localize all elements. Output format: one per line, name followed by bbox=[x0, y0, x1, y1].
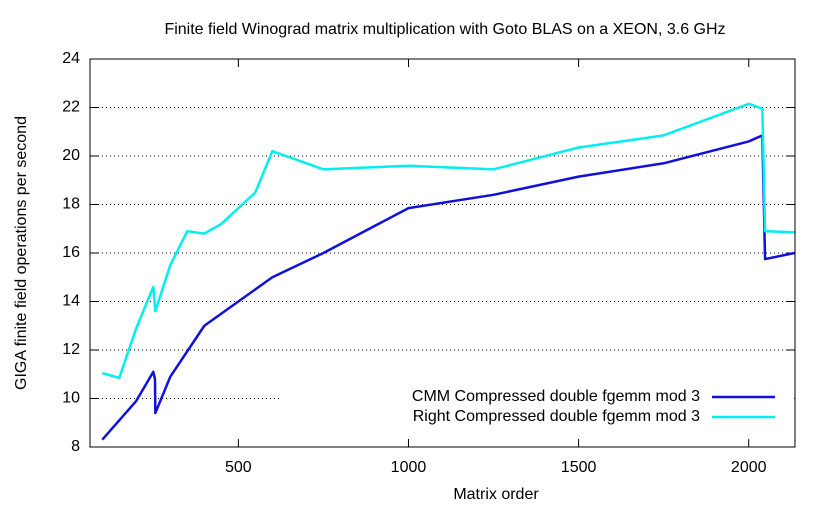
plot-frame bbox=[89, 58, 796, 448]
y-axis-label: GIGA finite field operations per second bbox=[13, 116, 30, 390]
y-tick-label: 12 bbox=[62, 341, 80, 358]
x-tick-label: 2000 bbox=[731, 459, 767, 476]
legend-label: CMM Compressed double fgemm mod 3 bbox=[412, 388, 700, 405]
y-tick-label: 14 bbox=[62, 293, 80, 310]
y-tick-label: 22 bbox=[62, 99, 80, 116]
legend-label: Right Compressed double fgemm mod 3 bbox=[413, 408, 700, 425]
series-line bbox=[101, 102, 795, 380]
y-tick-label: 16 bbox=[62, 244, 80, 261]
series-line bbox=[101, 134, 795, 441]
legend-background bbox=[280, 385, 794, 437]
x-axis-label: Matrix order bbox=[453, 486, 539, 503]
x-tick-label: 1000 bbox=[391, 459, 427, 476]
y-tick-label: 10 bbox=[62, 390, 80, 407]
y-tick-label: 20 bbox=[62, 147, 80, 164]
y-tick-label: 18 bbox=[62, 196, 80, 213]
x-tick-label: 1500 bbox=[561, 459, 597, 476]
x-tick-label: 500 bbox=[225, 459, 252, 476]
chart-title: Finite field Winograd matrix multiplicat… bbox=[164, 21, 725, 38]
y-tick-label: 8 bbox=[71, 438, 80, 455]
y-tick-label: 24 bbox=[62, 50, 80, 67]
